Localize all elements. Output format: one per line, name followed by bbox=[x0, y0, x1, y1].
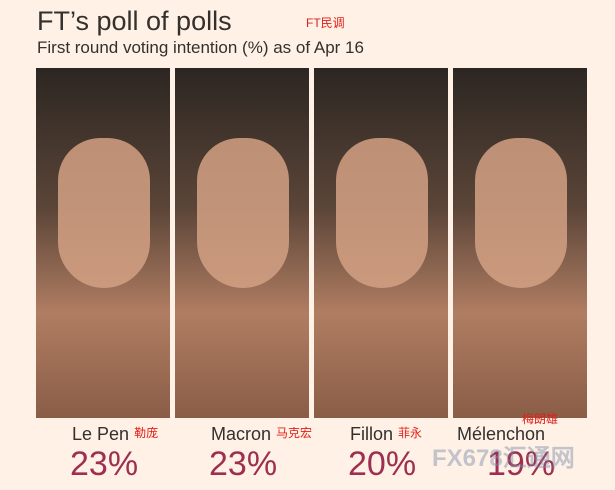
candidate-share: 23% bbox=[209, 445, 277, 484]
candidate-photo bbox=[314, 68, 448, 418]
candidate-note: 梅朗雄 bbox=[522, 412, 559, 426]
share-value: 23% bbox=[70, 445, 139, 483]
share-value: 20% bbox=[348, 445, 417, 483]
candidate-name-row: Fillon 菲永 bbox=[350, 424, 422, 445]
candidate-name-row: Le Pen 勒庞 bbox=[72, 424, 158, 445]
title: FT’s poll of polls bbox=[37, 6, 232, 36]
candidate-note: 勒庞 bbox=[134, 426, 159, 440]
watermark: FX678汇通网 bbox=[432, 445, 575, 472]
candidate-photo bbox=[175, 68, 309, 418]
face bbox=[58, 138, 150, 288]
candidate-note: 马克宏 bbox=[276, 426, 313, 440]
candidate-share: 23% bbox=[70, 445, 138, 484]
face bbox=[197, 138, 289, 288]
candidate-share: 19% bbox=[487, 445, 555, 484]
annotation: FT民调 bbox=[306, 16, 345, 30]
share-value: 19% bbox=[487, 445, 556, 483]
candidate-name: Fillon bbox=[350, 424, 394, 444]
candidate-name: Le Pen bbox=[72, 424, 130, 444]
candidate-share: 20% bbox=[348, 445, 416, 484]
share-value: 23% bbox=[209, 445, 278, 483]
face bbox=[475, 138, 567, 288]
candidate-note: 菲永 bbox=[398, 426, 423, 440]
candidate-name: Mélenchon bbox=[457, 424, 546, 444]
candidate-photo bbox=[453, 68, 587, 418]
candidate-photo bbox=[36, 68, 170, 418]
candidate-name: Macron bbox=[211, 424, 272, 444]
candidate-name-row: Mélenchon 梅朗雄 bbox=[457, 412, 558, 445]
candidate-name-row: Macron 马克宏 bbox=[211, 424, 312, 445]
face bbox=[336, 138, 428, 288]
subtitle: First round voting intention (%) as of A… bbox=[37, 38, 364, 57]
